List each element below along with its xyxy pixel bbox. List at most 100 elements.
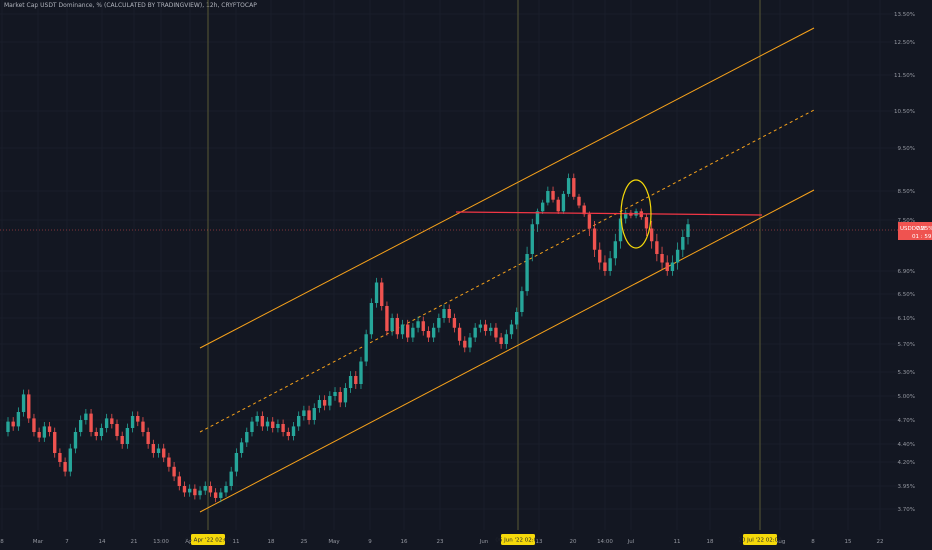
candle-body	[644, 217, 649, 229]
candle-body	[187, 488, 192, 493]
candle-body	[276, 424, 280, 428]
candle-body	[78, 420, 83, 432]
y-tick-label: 12.50%	[894, 40, 915, 46]
candle-body	[333, 392, 337, 396]
date-marker-badge	[743, 534, 777, 545]
candle-body	[307, 410, 311, 420]
candle-body	[655, 241, 659, 254]
x-tick-label: Aug	[775, 539, 786, 545]
candle-body	[426, 331, 431, 338]
x-tick-label: Jun	[479, 539, 489, 545]
candle-body	[603, 262, 607, 271]
candle-body	[530, 224, 534, 254]
x-tick-label: 20	[570, 539, 577, 545]
candle-body	[546, 191, 550, 203]
candle-body	[343, 388, 348, 403]
candle-body	[146, 432, 150, 444]
candle-body	[32, 418, 36, 432]
candle-body	[16, 412, 21, 427]
candle-body	[219, 492, 223, 498]
x-tick-label: 13	[536, 539, 543, 545]
channel-middle-line	[199, 109, 815, 433]
price-axis[interactable]: 13.50% 12.50% 11.50% 10.50% 9.50% 8.50% 7.50% 6…	[894, 12, 932, 513]
candle-body	[380, 282, 384, 306]
y-tick-label: 9.50%	[898, 146, 915, 152]
candle-body	[182, 486, 187, 493]
candle-body	[468, 337, 472, 348]
time-axis[interactable]: 8 Mar 7 14 21 13:00 Apr 11 18 25 May 9 16 23 Jun 13 20 14…	[0, 534, 884, 545]
candle-body	[177, 476, 181, 486]
candle-body	[234, 453, 239, 472]
x-tick-label: 7	[65, 539, 69, 545]
candle-body	[250, 421, 254, 432]
candle-body	[442, 309, 446, 318]
candle-body	[431, 327, 436, 338]
y-tick-label: 3.95%	[898, 484, 915, 490]
y-tick-label: 13.50%	[894, 12, 915, 18]
candle-body	[281, 424, 285, 432]
resistance-line	[455, 211, 763, 216]
x-tick-label: Jul	[627, 539, 635, 545]
candle-body	[556, 199, 560, 212]
candle-body	[260, 416, 265, 427]
x-tick-label: 11	[233, 539, 240, 545]
x-tick-label: 14:00	[597, 539, 613, 545]
last-price-badge	[898, 222, 932, 240]
candle-body	[338, 392, 342, 403]
candle-body	[224, 486, 228, 493]
candle-body	[208, 486, 213, 493]
x-tick-label: 8	[0, 539, 4, 545]
candle-body	[686, 224, 690, 237]
candle-body	[525, 254, 529, 292]
trend-drawings	[199, 27, 815, 513]
candle-body	[660, 254, 664, 263]
candle-body	[63, 462, 67, 472]
candle-body	[27, 394, 31, 419]
candle-body	[84, 413, 88, 420]
candle-body	[411, 327, 415, 338]
candle-body	[483, 324, 488, 331]
candle-body	[598, 249, 602, 263]
candle-body	[172, 466, 176, 477]
candle-body	[89, 413, 93, 432]
candle-body	[374, 282, 379, 303]
candle-body	[675, 249, 680, 263]
candle-body	[141, 421, 145, 432]
candle-body	[572, 178, 576, 197]
date-marker-label: 05 Apr '22 02:00	[185, 538, 232, 544]
annotation-drawings	[0, 179, 898, 249]
y-tick-label: 4.40%	[898, 442, 915, 448]
last-price-countdown: 01 : 59 : 14	[912, 234, 932, 240]
candle-body	[681, 237, 685, 250]
candle-body	[136, 416, 140, 422]
candle-body	[297, 416, 301, 427]
candle-body	[587, 214, 592, 229]
x-tick-label: 16	[401, 539, 408, 545]
candle-body	[317, 400, 322, 408]
candle-body	[11, 421, 15, 427]
candle-body	[457, 327, 462, 341]
candle-body	[577, 196, 581, 206]
y-tick-label: 5.30%	[898, 370, 915, 376]
candle-body	[151, 444, 156, 453]
x-tick-label: 9	[368, 539, 372, 545]
candle-body	[291, 426, 296, 436]
candle-body	[110, 418, 114, 424]
x-tick-label: 18	[707, 539, 714, 545]
candle-body	[328, 396, 332, 406]
candle-body	[53, 432, 57, 453]
date-marker-label: 06 Jun '22 02:00	[495, 538, 541, 544]
candle-body	[94, 432, 98, 436]
candle-body	[271, 421, 275, 428]
candle-body	[400, 324, 405, 335]
candle-body	[649, 228, 654, 242]
grid-lines	[0, 0, 898, 530]
x-tick-label: 11	[674, 539, 681, 545]
candle-body	[385, 306, 389, 331]
candle-body	[162, 448, 166, 458]
channel-upper-line	[199, 27, 815, 349]
candle-body	[540, 202, 545, 212]
date-marker-lines	[207, 0, 761, 530]
y-tick-label: 5.00%	[898, 394, 915, 400]
